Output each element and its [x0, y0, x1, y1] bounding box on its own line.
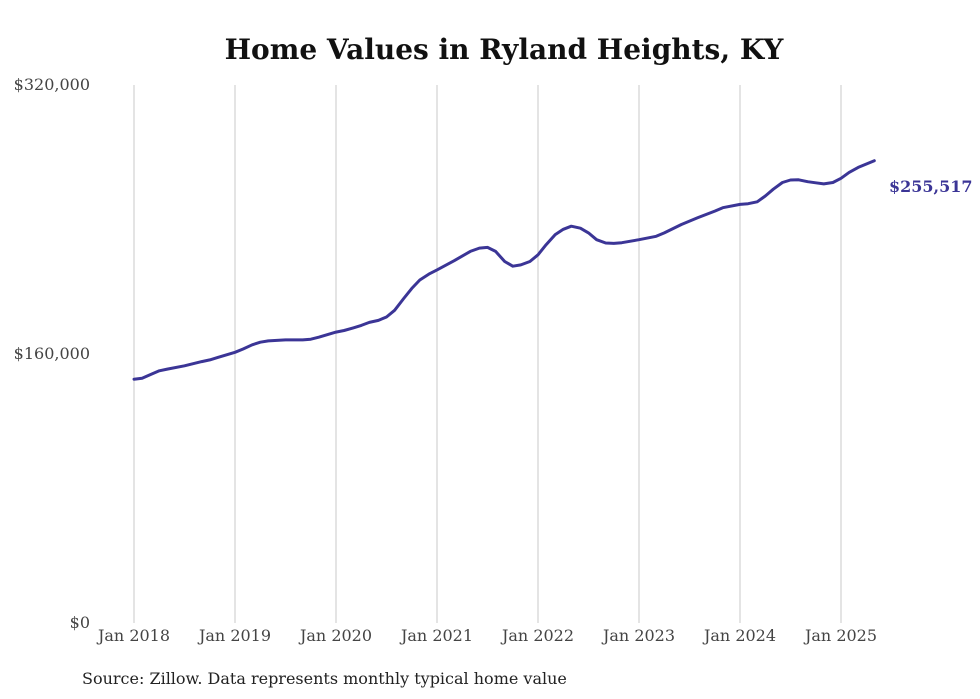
x-tick-label: Jan 2018	[96, 626, 170, 645]
end-value-label: $255,517	[889, 177, 973, 196]
series-group	[132, 159, 876, 381]
x-tick-label: Jan 2025	[803, 626, 877, 645]
y-tick-label: $320,000	[14, 75, 90, 94]
source-note: Source: Zillow. Data represents monthly …	[82, 669, 567, 688]
x-tick-label: Jan 2021	[399, 626, 473, 645]
y-axis: $0 $160,000 $320,000	[14, 75, 90, 632]
gridlines	[133, 85, 842, 623]
x-tick-label: Jan 2020	[298, 626, 372, 645]
x-tick-label: Jan 2023	[601, 626, 675, 645]
x-tick-label: Jan 2022	[500, 626, 574, 645]
x-axis: Jan 2018 Jan 2019 Jan 2020 Jan 2021 Jan 2022…	[96, 626, 877, 645]
x-tick-label: Jan 2019	[197, 626, 271, 645]
chart-title: Home Values in Ryland Heights, KY	[225, 33, 785, 66]
y-tick-label: $160,000	[14, 344, 90, 363]
y-tick-label: $0	[70, 613, 90, 632]
series-line-0	[132, 159, 876, 381]
x-tick-label: Jan 2024	[702, 626, 776, 645]
